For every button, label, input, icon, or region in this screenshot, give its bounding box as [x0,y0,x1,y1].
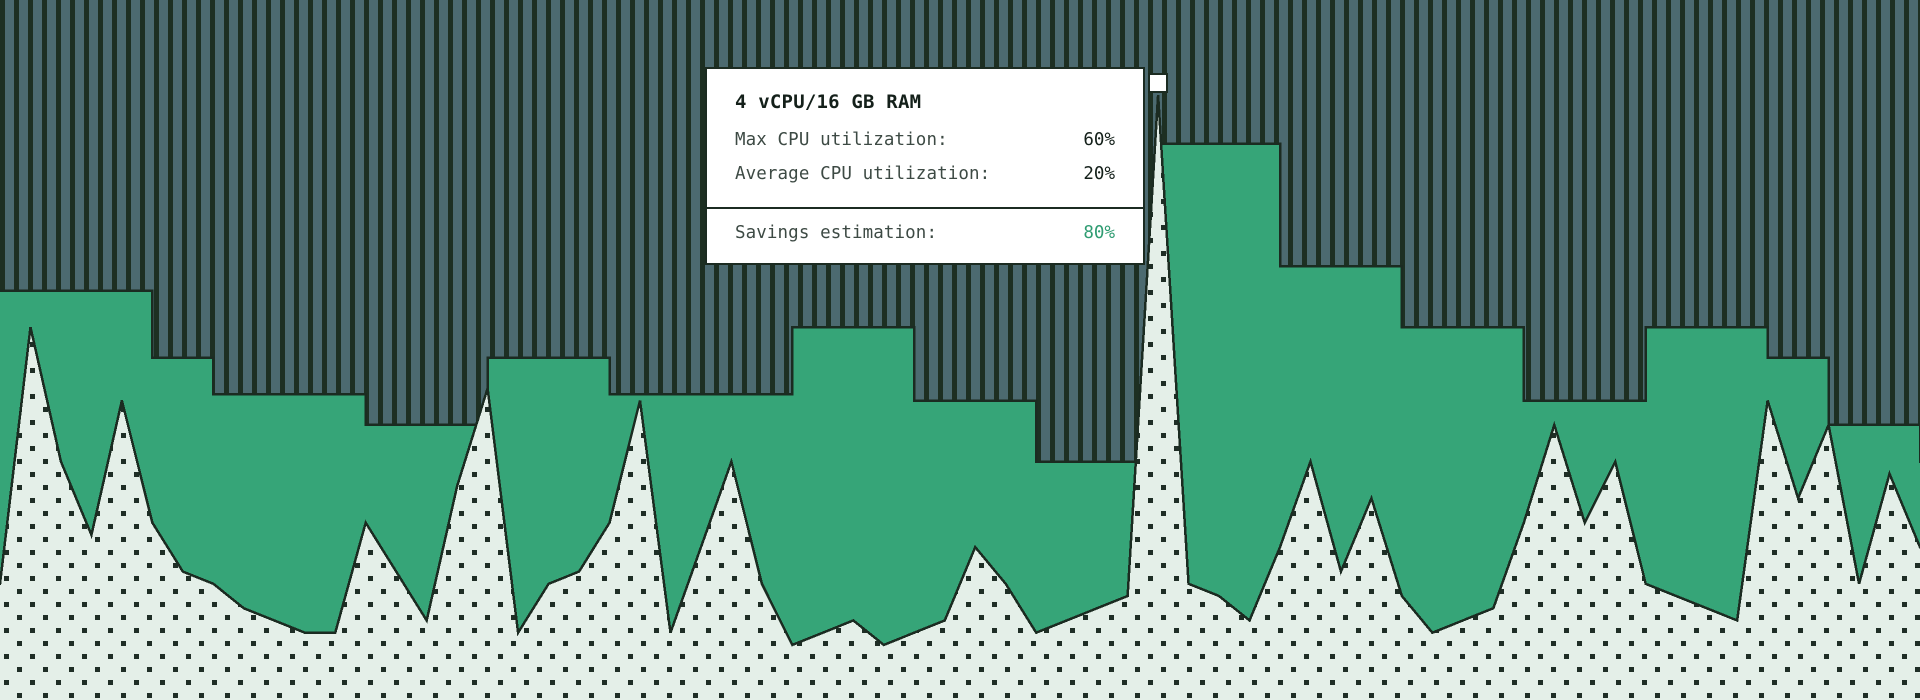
tooltip-row-savings: Savings estimation: 80% [735,223,1115,243]
instance-tooltip: 4 vCPU/16 GB RAM Max CPU utilization: 60… [705,67,1145,265]
max-cpu-value: 60% [1083,130,1115,150]
avg-cpu-value: 20% [1083,164,1115,184]
avg-cpu-label: Average CPU utilization: [735,164,991,184]
savings-value: 80% [1083,223,1115,243]
tooltip-title: 4 vCPU/16 GB RAM [735,91,922,113]
tooltip-divider [707,207,1143,209]
savings-label: Savings estimation: [735,223,938,243]
peak-data-point-marker[interactable] [1148,73,1169,93]
tooltip-row-avg-cpu: Average CPU utilization: 20% [735,157,1115,191]
max-cpu-label: Max CPU utilization: [735,130,948,150]
tooltip-savings: Savings estimation: 80% [707,209,1143,263]
actual-utilization-area [0,94,1920,700]
tooltip-metrics: Max CPU utilization: 60% Average CPU uti… [707,113,1143,207]
tooltip-row-max-cpu: Max CPU utilization: 60% [735,123,1115,157]
